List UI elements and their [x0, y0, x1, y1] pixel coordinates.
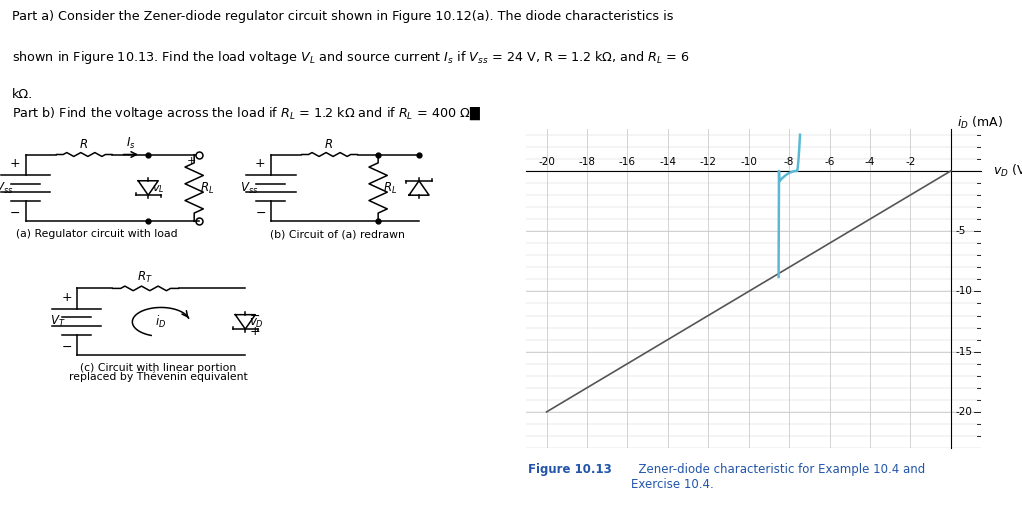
Text: -14: -14	[659, 157, 677, 167]
Text: +: +	[62, 291, 73, 304]
Text: $v_D$ (V): $v_D$ (V)	[993, 163, 1022, 179]
Text: $V_{ss}$: $V_{ss}$	[0, 180, 13, 196]
Text: -20: -20	[956, 407, 973, 417]
Text: -8: -8	[784, 157, 794, 167]
Text: kΩ.: kΩ.	[12, 88, 34, 100]
Text: $i_D$ (mA): $i_D$ (mA)	[957, 115, 1003, 131]
Text: $v_D$: $v_D$	[249, 317, 265, 330]
Text: $v_L$: $v_L$	[152, 184, 165, 195]
Text: +: +	[187, 156, 196, 166]
Text: -2: -2	[905, 157, 916, 167]
Text: (c) Circuit with linear portion: (c) Circuit with linear portion	[81, 363, 236, 373]
Text: R: R	[325, 138, 333, 151]
Text: -5: -5	[956, 226, 966, 236]
Text: $R_L$: $R_L$	[200, 180, 215, 196]
Text: R: R	[80, 138, 88, 151]
Text: -6: -6	[825, 157, 835, 167]
Text: Figure 10.13: Figure 10.13	[528, 464, 612, 476]
Text: +: +	[10, 157, 20, 170]
Text: -16: -16	[619, 157, 636, 167]
Text: Zener-diode characteristic for Example 10.4 and
Exercise 10.4.: Zener-diode characteristic for Example 1…	[631, 464, 925, 491]
Text: -20: -20	[539, 157, 555, 167]
Text: -4: -4	[865, 157, 875, 167]
Text: Part b) Find the voltage across the load if $R_L$ = 1.2 k$\Omega$ and if $R_L$ =: Part b) Find the voltage across the load…	[12, 106, 481, 123]
Text: -12: -12	[700, 157, 716, 167]
Text: $V_{ss}$: $V_{ss}$	[240, 180, 259, 196]
Text: +: +	[256, 157, 266, 170]
Text: -10: -10	[956, 286, 973, 297]
Text: $-$: $-$	[9, 206, 20, 219]
Text: Part a) Consider the Zener-diode regulator circuit shown in Figure 10.12(a). The: Part a) Consider the Zener-diode regulat…	[12, 10, 673, 23]
Text: $i_D$: $i_D$	[155, 314, 167, 330]
Text: $R_T$: $R_T$	[137, 270, 153, 285]
Text: $V_T$: $V_T$	[50, 314, 65, 330]
Text: $R_L$: $R_L$	[383, 180, 398, 196]
Text: $-$: $-$	[61, 340, 73, 353]
Text: -15: -15	[956, 347, 973, 357]
Text: -18: -18	[578, 157, 596, 167]
Text: $+$: $+$	[249, 324, 261, 338]
Text: $-$: $-$	[254, 206, 266, 219]
Text: $I_s$: $I_s$	[126, 136, 136, 151]
Text: replaced by Thévenin equivalent: replaced by Thévenin equivalent	[69, 372, 247, 382]
Text: $-$: $-$	[249, 309, 261, 322]
Text: (b) Circuit of (a) redrawn: (b) Circuit of (a) redrawn	[270, 229, 405, 239]
Text: shown in Figure 10.13. Find the load voltage $V_L$ and source current $I_s$ if $: shown in Figure 10.13. Find the load vol…	[12, 49, 690, 66]
Text: (a) Regulator circuit with load: (a) Regulator circuit with load	[16, 229, 178, 239]
Text: -10: -10	[740, 157, 757, 167]
